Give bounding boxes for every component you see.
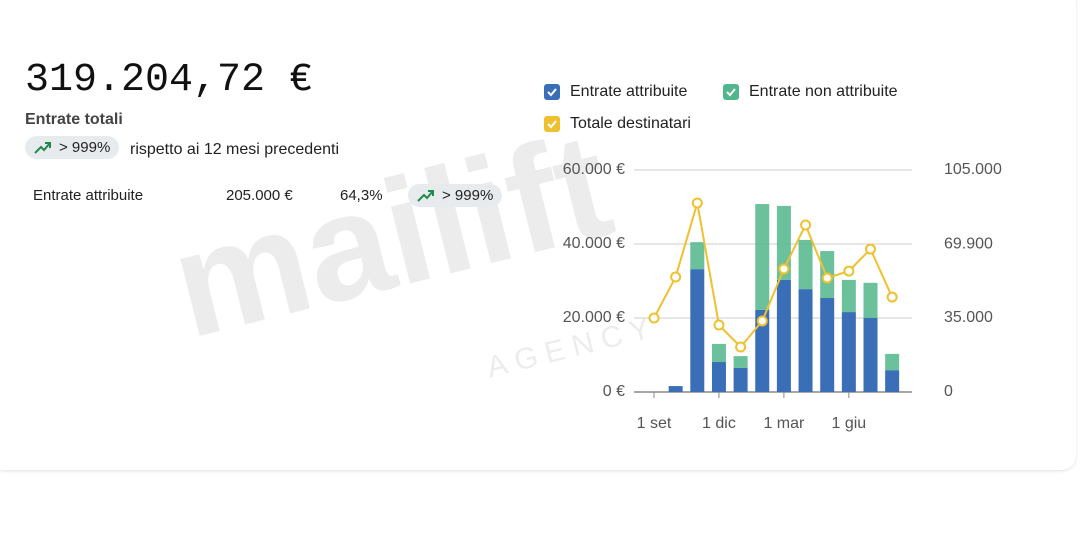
row-name: Entrate attribuite [33,187,144,204]
y-tick-label: 0 € [603,383,625,400]
bar-segment [733,356,748,368]
y2-tick-label: 105.000 [944,161,1002,178]
bar-segment [820,298,835,392]
bar-segment [798,289,813,392]
line-point [735,341,747,353]
bar-segment [798,239,813,290]
badge-text: > 999% [442,187,494,204]
legend-check [547,120,557,129]
y2-tick-label: 69.900 [944,235,993,252]
comparison: rispetto ai 12 mesi precedenti [130,141,339,158]
bar-segment [885,353,900,371]
legend-label: Entrate attribuite [570,83,688,100]
legend-checkbox [723,84,739,100]
total-amount: 319.204,72 € [25,58,314,103]
line-point [713,319,725,331]
legend-label: Totale destinatari [570,115,691,132]
bar-segment [690,269,705,392]
line-point [821,272,833,284]
x-tick-label: 1 dic [702,415,736,432]
y-tick-label: 20.000 € [563,309,625,326]
bar-segment [885,370,900,392]
bar-segment [755,309,770,392]
bar-segment [733,367,748,392]
x-tick-label: 1 mar [763,415,805,432]
bar-segment [711,343,726,363]
x-tick-label: 1 giu [831,415,866,432]
total-label: Entrate totali [25,111,123,128]
bar-segment [776,279,791,392]
line-point [756,315,768,327]
trend-icon [417,189,434,202]
bar-segment [841,312,856,392]
bar-segment [668,386,683,392]
line-point [865,243,876,255]
growth-badge: > 999% [25,136,120,159]
line-point [800,219,812,231]
bar-segment [711,362,726,392]
row-share: 64,3% [340,187,383,204]
line-point [778,263,790,275]
line-point [691,197,703,209]
legend-check [726,88,736,97]
bar-segment [755,204,770,310]
line-point [648,312,660,324]
bar-segment [863,318,878,392]
legend-checkbox [544,116,560,132]
y-tick-label: 40.000 € [563,235,625,252]
row-badge: > 999% [408,184,503,207]
line-point [886,291,898,303]
line-point [843,265,855,277]
y2-tick-label: 35.000 [944,309,993,326]
bar-segment [690,242,705,270]
line-point [670,271,682,283]
bar-segment [863,282,878,318]
trend-icon [34,141,51,154]
legend-check [547,88,557,97]
bar-segment [841,279,856,313]
x-tick-label: 1 set [637,415,672,432]
line [653,202,894,349]
y2-tick-label: 0 [944,383,953,400]
legend-checkbox [544,84,560,100]
row-amount: 205.000 € [226,187,293,204]
legend-label: Entrate non attribuite [749,83,898,100]
y-tick-label: 60.000 € [563,161,625,178]
badge-text: > 999% [59,139,111,156]
